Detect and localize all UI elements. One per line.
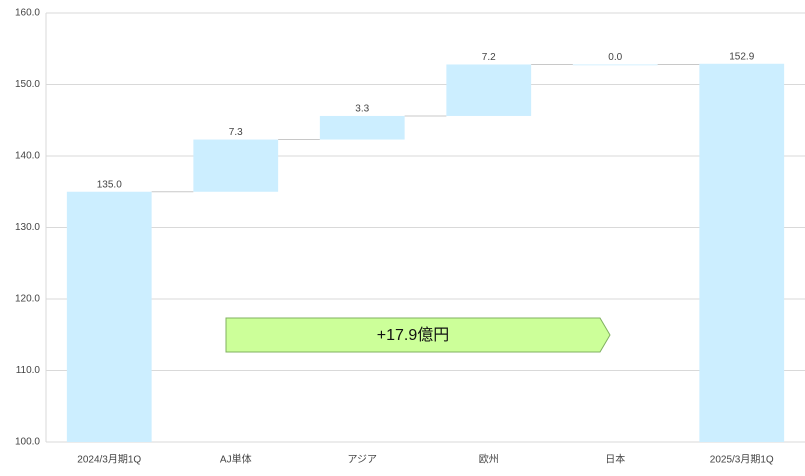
bar: [446, 64, 532, 116]
x-tick-label: 2025/3月期1Q: [710, 454, 774, 466]
bar: [193, 139, 279, 192]
annotation: +17.9億円: [377, 326, 450, 344]
x-tick-label: アジア: [347, 455, 377, 466]
y-tick-label: 120.0: [15, 294, 40, 305]
value-label: 7.2: [482, 52, 496, 63]
y-tick-label: 150.0: [15, 79, 40, 90]
y-tick-label: 110.0: [16, 365, 41, 376]
value-label: 135.0: [97, 179, 122, 190]
y-tick-label: 160.0: [15, 8, 40, 19]
bar: [319, 115, 405, 140]
value-label: 0.0: [608, 52, 622, 63]
bar: [66, 191, 152, 442]
y-tick-label: 140.0: [15, 151, 40, 162]
y-tick-label: 100.0: [15, 437, 40, 448]
value-label: 152.9: [729, 51, 754, 62]
annotation-arrow: [225, 317, 611, 353]
y-tick-label: 130.0: [15, 222, 40, 233]
value-label: 3.3: [355, 104, 369, 115]
x-tick-label: AJ単体: [220, 453, 252, 466]
x-tick-label: 2024/3月期1Q: [77, 454, 141, 466]
bar: [699, 63, 785, 442]
x-tick-label: 欧州: [479, 454, 499, 466]
value-label: 7.3: [229, 127, 243, 138]
x-tick-label: 日本: [605, 453, 625, 466]
bar: [572, 64, 658, 66]
